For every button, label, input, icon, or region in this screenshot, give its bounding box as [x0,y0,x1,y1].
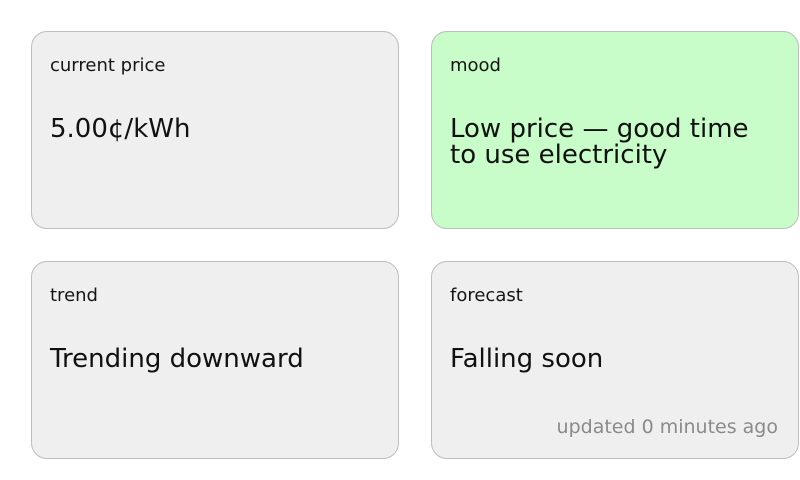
forecast-value: Falling soon [450,344,604,374]
current-price-value: 5.00¢/kWh [50,114,191,144]
current-price-card: current price 5.00¢/kWh [31,31,399,229]
trend-card: trend Trending downward [31,261,399,459]
mood-value: Low price — good time to use electricity [450,114,749,170]
current-price-label: current price [50,55,166,76]
mood-label: mood [450,55,501,76]
trend-value: Trending downward [50,344,304,374]
forecast-card: forecast Falling soon updated 0 minutes … [431,261,799,459]
updated-timestamp: updated 0 minutes ago [556,416,778,438]
mood-card: mood Low price — good time to use electr… [431,31,799,229]
trend-label: trend [50,285,98,306]
forecast-label: forecast [450,285,523,306]
